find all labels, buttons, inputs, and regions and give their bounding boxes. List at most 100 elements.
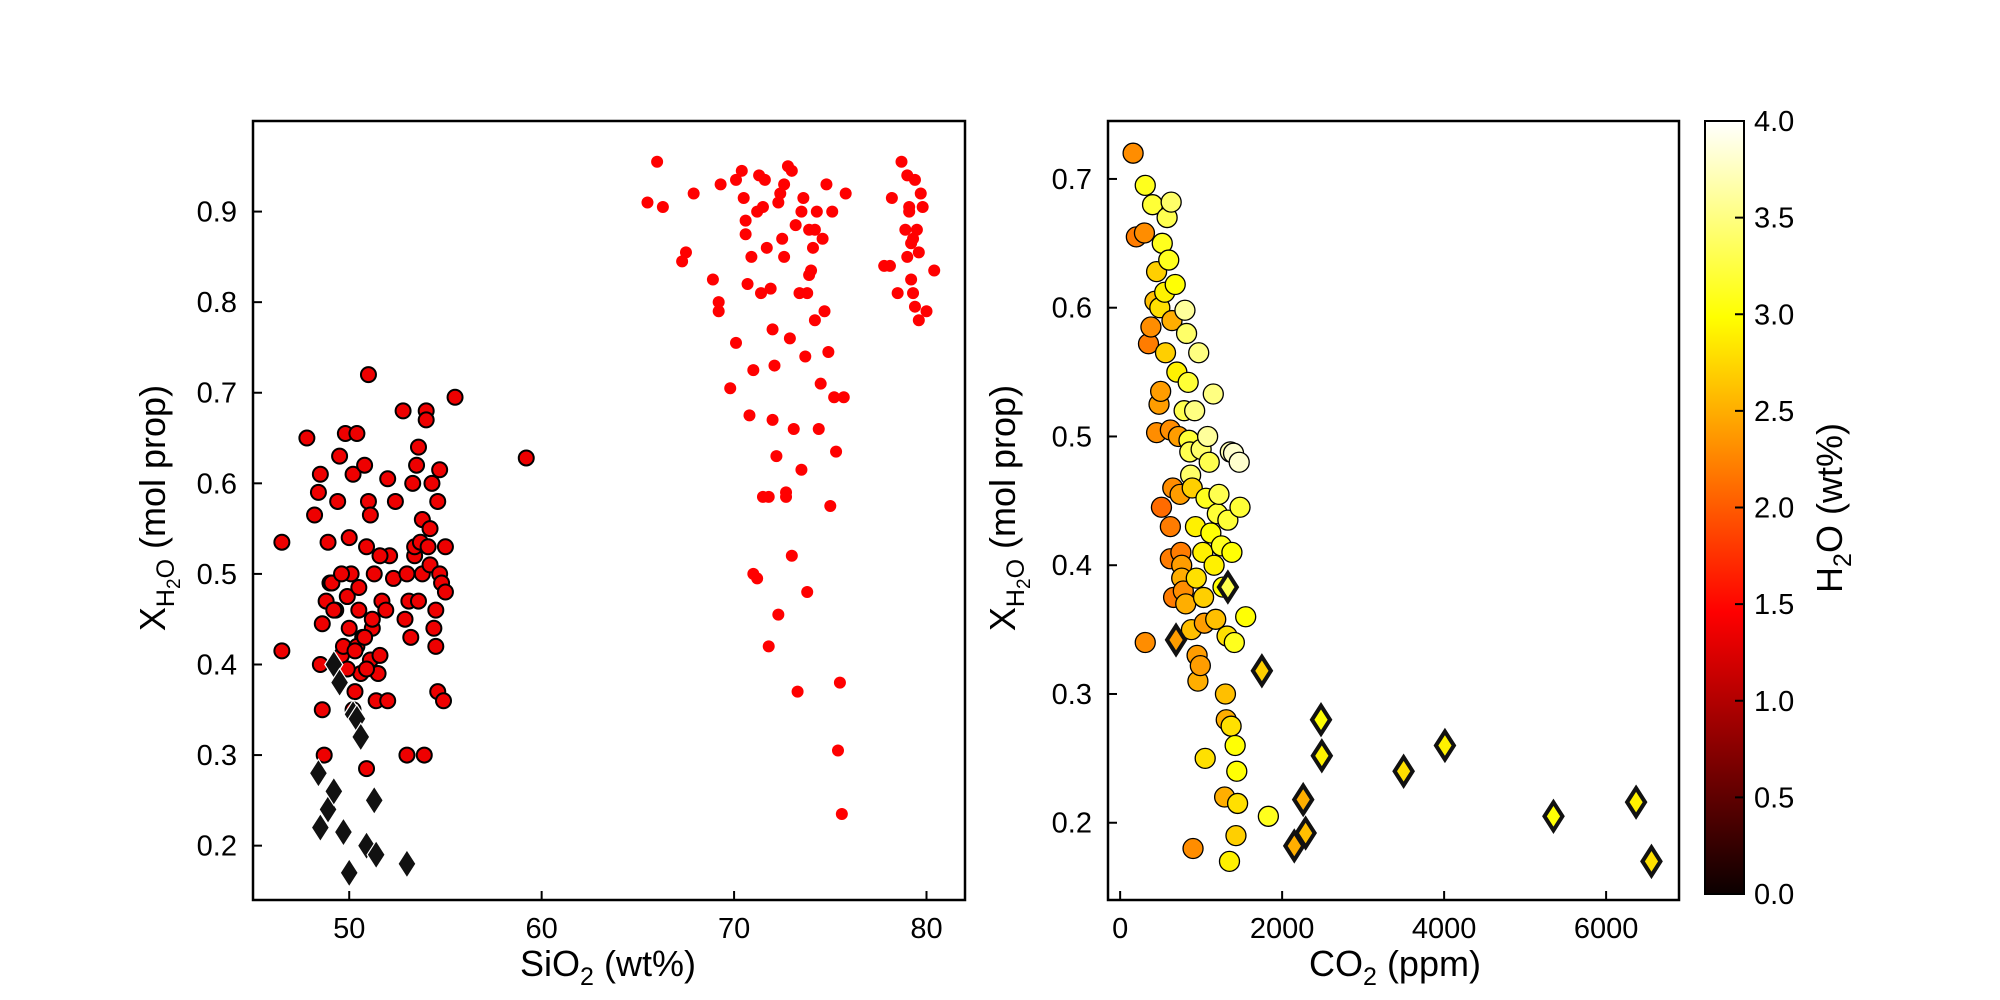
co2-x-tick-label: 6000 <box>1574 913 1639 945</box>
sio2-scatter-panel: 50 60 70 80 0.2 0.3 0.4 0.5 0.6 0.7 0.8 0.9 SiO2 (… <box>132 119 967 991</box>
sio2-basalt-point <box>435 692 453 710</box>
sio2-diamond-point <box>364 785 384 816</box>
co2-y-ticks: 0.2 0.3 0.4 0.5 0.6 0.7 <box>1052 164 1117 840</box>
co2-diamond-point <box>1392 753 1415 789</box>
co2-diamond-point <box>1542 798 1565 835</box>
sio2-rhyolite-point <box>833 676 846 689</box>
sio2-basalt-point <box>315 746 333 764</box>
sio2-basalt-point <box>404 474 422 492</box>
co2-melt-inclusion-point <box>1189 655 1211 677</box>
sio2-basalt-point <box>436 583 454 601</box>
co2-x-tick-label: 2000 <box>1250 913 1315 945</box>
co2-diamond-point <box>1250 653 1274 689</box>
colorbar-tick-label: 3.0 <box>1754 299 1794 331</box>
sio2-basalt-point <box>377 601 395 619</box>
sio2-y-tick-label: 0.4 <box>197 649 237 681</box>
sio2-rhyolite-point <box>676 255 689 268</box>
sio2-basalt-point <box>402 628 420 646</box>
sio2-rhyolite-point <box>712 296 725 309</box>
sio2-rhyolite-point <box>808 223 821 236</box>
sio2-basalt-point <box>340 619 358 637</box>
co2-y-tick-label: 0.7 <box>1052 164 1092 196</box>
sio2-basalt-point <box>313 615 331 633</box>
sio2-x-axis-label: SiO2 (wt%) <box>520 943 696 991</box>
co2-y-axis-label: XH2O (mol prop) <box>982 385 1035 631</box>
sio2-basalt-point <box>419 538 437 556</box>
sio2-rhyolite-point <box>820 178 833 191</box>
sio2-rhyolite-point <box>837 391 850 404</box>
co2-plot-frame <box>1106 119 1681 902</box>
sio2-rhyolite-point <box>741 278 754 291</box>
sio2-rhyolite-point <box>778 178 791 191</box>
sio2-basalt-point <box>356 456 374 474</box>
co2-x-tick-label: 4000 <box>1412 913 1477 945</box>
sio2-rhyolite-point <box>745 250 758 263</box>
sio2-rhyolite-point <box>797 191 810 204</box>
sio2-rhyolite-point <box>839 187 852 200</box>
colorbar-tick-label: 4.0 <box>1754 106 1794 138</box>
sio2-rhyolite-point <box>885 191 898 204</box>
co2-melt-inclusion-point <box>1203 554 1225 576</box>
co2-y-tick-label: 0.6 <box>1052 293 1092 325</box>
sio2-basalt-point <box>429 492 447 510</box>
sio2-rhyolite-point <box>812 422 825 435</box>
sio2-rhyolite-point <box>828 391 841 404</box>
sio2-rhyolite-point <box>787 422 800 435</box>
co2-diamond-point <box>1624 784 1648 820</box>
sio2-rhyolite-point <box>785 549 798 562</box>
sio2-rhyolite-point <box>760 241 773 254</box>
sio2-rhyolite-point <box>735 164 748 177</box>
sio2-basalt-point <box>346 683 364 701</box>
co2-melt-inclusion-point <box>1226 792 1249 815</box>
sio2-basalt-point <box>344 465 362 483</box>
sio2-rhyolite-point <box>774 187 787 200</box>
sio2-rhyolite-point <box>907 287 920 300</box>
sio2-basalt-point <box>365 565 383 583</box>
sio2-basalt-point <box>346 642 364 660</box>
sio2-rhyolite-point <box>778 250 791 263</box>
co2-melt-inclusion-point <box>1140 316 1162 338</box>
co2-melt-inclusion-point <box>1160 191 1182 213</box>
sio2-basalt-point <box>394 402 412 420</box>
sio2-rhyolite-point <box>795 205 808 218</box>
co2-melt-inclusion-point <box>1175 322 1198 345</box>
sio2-basalt-point <box>309 483 327 501</box>
sio2-basalt-point <box>421 520 439 538</box>
sio2-rhyolite-point <box>816 232 829 245</box>
sio2-rhyolite-point <box>762 640 775 653</box>
sio2-diamond-point <box>351 721 371 753</box>
co2-diamond-point <box>1164 622 1188 658</box>
sio2-rhyolite-point <box>743 409 756 422</box>
sio2-rhyolite-point <box>810 205 823 218</box>
sio2-diamond-point <box>310 812 331 843</box>
co2-diamond-point <box>1216 569 1240 605</box>
sio2-rhyolite-point <box>785 164 798 177</box>
sio2-basalt-point <box>398 746 416 764</box>
co2-x-tick-label: 0 <box>1112 913 1128 945</box>
sio2-rhyolite-point <box>910 223 923 236</box>
co2-x-ticks: 0 2000 4000 6000 <box>1112 891 1638 945</box>
co2-melt-inclusion-point <box>1192 586 1215 609</box>
sio2-basalt-point <box>361 506 379 524</box>
sio2-basalt-point <box>273 642 291 660</box>
co2-melt-inclusion-point <box>1149 380 1172 403</box>
sio2-rhyolite-point <box>831 744 844 757</box>
sio2-basalt-point <box>517 449 535 467</box>
co2-melt-inclusion-point <box>1175 593 1197 615</box>
co2-melt-inclusion-point <box>1257 805 1280 827</box>
sio2-rhyolite-point <box>730 336 743 349</box>
sio2-basalt-point <box>273 533 291 551</box>
sio2-rhyolite-point <box>901 250 914 263</box>
sio2-rhyolite-point <box>801 586 814 599</box>
sio2-basalt-point <box>417 411 435 429</box>
sio2-x-ticks: 50 60 70 80 <box>333 891 943 945</box>
co2-scatter-marks <box>1122 142 1663 880</box>
sio2-basalt-point <box>350 578 368 596</box>
sio2-basalt-point <box>427 601 445 619</box>
sio2-basalt-point <box>306 506 324 524</box>
sio2-basalt-point <box>363 610 381 628</box>
co2-melt-inclusion-point <box>1218 850 1241 873</box>
colorbar-tick-label: 1.5 <box>1754 589 1794 621</box>
sio2-basalt-point <box>379 470 397 488</box>
sio2-rhyolite-point <box>903 201 916 214</box>
